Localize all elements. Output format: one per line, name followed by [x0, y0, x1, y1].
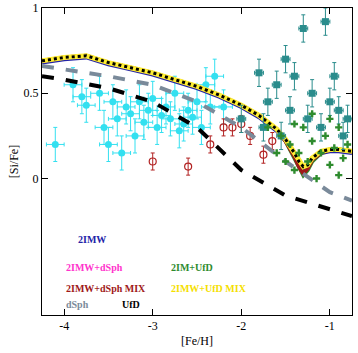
svg-text:-4: -4 [59, 319, 69, 333]
svg-text:[Fe/H]: [Fe/H] [181, 334, 213, 348]
svg-text:0.5: 0.5 [24, 86, 39, 100]
svg-text:-3: -3 [148, 319, 158, 333]
svg-text:2IM+UfD: 2IM+UfD [171, 262, 213, 273]
svg-text:-2: -2 [236, 319, 246, 333]
svg-text:2IMW+dSph: 2IMW+dSph [66, 262, 123, 273]
svg-text:2IMW+dSph MIX: 2IMW+dSph MIX [66, 283, 146, 294]
svg-text:dSph: dSph [66, 299, 89, 310]
svg-text:UfD: UfD [122, 299, 140, 310]
svg-text:[Si/Fe]: [Si/Fe] [7, 145, 21, 178]
svg-text:0: 0 [33, 172, 39, 186]
svg-text:2IMW: 2IMW [78, 234, 106, 245]
svg-text:2IMW+UfD MIX: 2IMW+UfD MIX [171, 283, 247, 294]
svg-text:1: 1 [33, 1, 39, 15]
svg-text:-1: -1 [325, 319, 335, 333]
